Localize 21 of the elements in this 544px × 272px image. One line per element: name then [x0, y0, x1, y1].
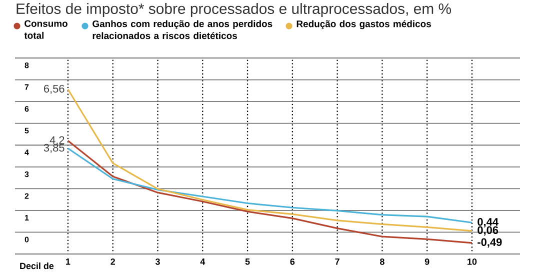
x-axis-title: Decil de [20, 262, 54, 270]
x-tick-label: 10 [468, 258, 477, 265]
annotation: 3,85 [44, 144, 64, 153]
legend-label: Ganhos com redução de anos perdidos relacionados a riscos dietéticos [92, 20, 272, 40]
chart-title: Efeitos de imposto* sobre processados e ultraprocessados, em % [16, 3, 452, 17]
x-tick-label: 3 [155, 258, 160, 265]
x-tick-label: 1 [66, 258, 70, 265]
legend-label: Consumo total [24, 20, 68, 39]
annotation: 0,44 [478, 218, 498, 228]
x-tick-label: 8 [380, 258, 384, 265]
annotation: -0,49 [478, 238, 502, 248]
x-tick-label: 2 [110, 258, 115, 265]
legend-label: Redução dos gastos médicos [296, 20, 431, 30]
x-tick-label: 4 [200, 258, 206, 265]
annotation: 4,2 [50, 136, 64, 146]
annotation: 6,56 [44, 84, 64, 94]
x-tick-label: 6 [290, 258, 295, 265]
x-tick-label: 9 [424, 258, 430, 265]
x-tick-label: 7 [335, 258, 340, 265]
x-tick-label: 5 [245, 258, 250, 265]
annotation: 0,06 [478, 226, 498, 236]
